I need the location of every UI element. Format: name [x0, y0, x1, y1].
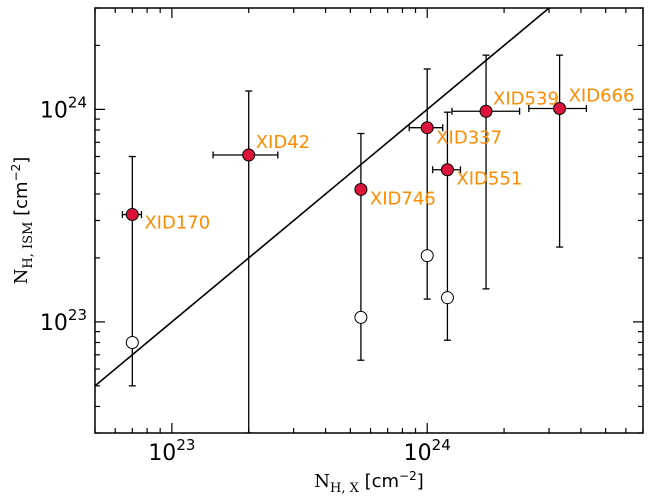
point-xid666 [553, 101, 567, 115]
x-tick-label: 1024 [404, 436, 451, 466]
open-point-4 [440, 291, 454, 305]
label-xid666: XID666 [569, 85, 635, 106]
label-xid746: XID746 [370, 188, 436, 209]
one-to-one-line [95, 8, 551, 387]
error-bars [121, 54, 588, 433]
open-point-2 [354, 310, 368, 324]
point-xid337 [420, 121, 434, 135]
y-axis-label: NH, ISM [cm−2] [9, 157, 36, 285]
label-xid42: XID42 [256, 132, 310, 153]
x-tick-label: 1023 [148, 436, 195, 466]
tick-labels: 1023 1024 1023 1024 [40, 93, 451, 466]
data-points [125, 101, 567, 349]
label-xid337: XID337 [436, 128, 502, 149]
y-tick-label: 1023 [40, 306, 87, 336]
y-tick-label: 1024 [40, 93, 87, 123]
label-xid539: XID539 [493, 88, 559, 109]
open-point-1 [125, 335, 139, 349]
axis-ticks [94, 7, 644, 434]
label-xid170: XID170 [144, 213, 210, 234]
error-bar-xid666 [528, 54, 588, 248]
point-xid746 [354, 182, 368, 196]
point-xid551 [440, 163, 454, 177]
point-xid539 [479, 104, 493, 118]
point-xid170 [125, 208, 139, 222]
error-bar-xid337 [408, 68, 444, 300]
error-bar-xid170 [121, 155, 143, 387]
point-labels: XID170 XID42 XID746 XID337 XID551 XID539 XID66… [144, 85, 634, 233]
x-axis-label: NH, X [cm−2] [314, 469, 424, 496]
point-xid42 [242, 148, 256, 162]
one-to-one-line-path [95, 8, 551, 387]
label-xid551: XID551 [456, 169, 522, 190]
open-point-3 [420, 249, 434, 263]
